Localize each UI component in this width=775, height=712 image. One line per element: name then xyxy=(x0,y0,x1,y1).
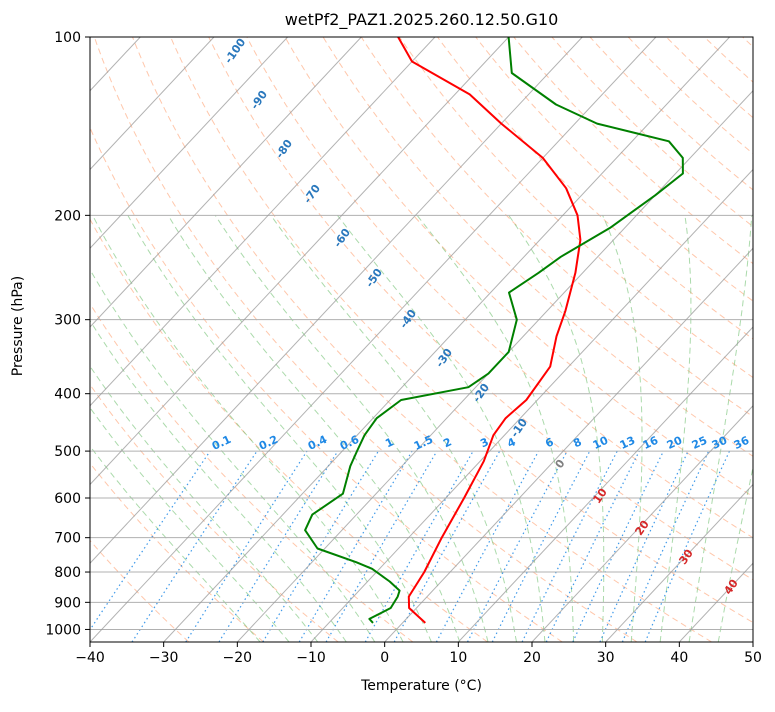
dry-adiabat-line xyxy=(438,37,775,642)
x-tick-label: −10 xyxy=(296,650,326,666)
mixing-ratio-line xyxy=(600,451,688,642)
mixing-ratio-line xyxy=(573,451,664,642)
x-axis-label: Temperature (°C) xyxy=(90,678,753,694)
x-tick-label: 50 xyxy=(744,650,762,666)
y-tick-label: 100 xyxy=(54,30,81,46)
mixing-ratio-line xyxy=(492,451,590,642)
y-tick-label: 200 xyxy=(54,208,81,224)
moist-adiabat-line xyxy=(61,215,374,642)
mixing-ratio-line xyxy=(263,451,379,642)
mixing-ratio-line xyxy=(186,451,307,642)
x-tick-label: 30 xyxy=(597,650,615,666)
moist-adiabat-line xyxy=(718,215,775,642)
isotherm-gridline xyxy=(0,37,214,642)
mixing-ratio-label: 1 xyxy=(383,435,395,450)
mixing-ratio-label: 0.2 xyxy=(257,433,280,453)
mixing-ratio-label: 16 xyxy=(641,434,661,452)
y-tick-label: 500 xyxy=(54,444,81,460)
mixing-ratio-label: 0.4 xyxy=(306,433,329,453)
mixing-ratio-line xyxy=(132,451,257,642)
isotherm-label: -70 xyxy=(301,182,323,206)
moist-adiabat-line xyxy=(0,215,289,642)
isotherm-gridline xyxy=(164,37,730,642)
y-tick-label: 1000 xyxy=(45,622,81,638)
mixing-ratio-line xyxy=(394,451,500,642)
isotherm-gridline xyxy=(385,37,775,642)
y-tick-label: 400 xyxy=(54,387,81,403)
warm-isotherm-label: 20 xyxy=(632,518,652,538)
moist-adiabat-line xyxy=(417,215,573,642)
mixing-ratio-line xyxy=(468,451,568,642)
dry-adiabat-line xyxy=(0,37,189,642)
dry-adiabat-line xyxy=(18,37,488,642)
isotherm-gridline xyxy=(0,37,361,642)
moist-adiabat-line xyxy=(660,215,691,642)
y-axis-label: Pressure (hPa) xyxy=(10,266,26,386)
isotherm-label: -80 xyxy=(273,137,295,161)
chart-title: wetPf2_PAZ1.2025.260.12.50.G10 xyxy=(90,10,753,29)
x-tick-label: −40 xyxy=(75,650,105,666)
y-tick-label: 900 xyxy=(54,595,81,611)
isotherm-gridline xyxy=(0,37,435,642)
x-tick-label: 10 xyxy=(449,650,467,666)
isotherm-label: -60 xyxy=(331,226,353,250)
mixing-ratio-label: 10 xyxy=(591,434,611,452)
mixing-ratio-label: 2 xyxy=(441,435,453,450)
y-tick-label: 300 xyxy=(54,313,81,329)
dry-adiabat-line xyxy=(133,37,712,642)
mixing-ratio-line xyxy=(645,451,729,642)
moist-adiabat-line xyxy=(93,215,404,642)
moist-adiabat-line xyxy=(168,215,460,642)
moist-adiabat-line xyxy=(271,215,517,642)
dry-adiabat-line xyxy=(0,37,338,642)
x-tick-label: 0 xyxy=(380,650,389,666)
y-tick-label: 600 xyxy=(54,491,81,507)
dry-adiabat-line xyxy=(0,37,413,642)
mixing-ratio-label: 1.5 xyxy=(412,433,435,453)
isotherm-gridline xyxy=(679,37,775,642)
isotherm-gridline xyxy=(0,37,288,642)
moist-adiabat-line xyxy=(0,215,260,642)
mixing-ratio-label: 13 xyxy=(618,434,637,452)
mixing-ratio-label: 25 xyxy=(690,434,709,452)
isotherm-label: -30 xyxy=(433,346,455,370)
moist-adiabat-line xyxy=(215,215,488,642)
x-tick-label: −20 xyxy=(223,650,253,666)
y-tick-label: 800 xyxy=(54,565,81,581)
x-tick-label: 40 xyxy=(670,650,688,666)
dry-adiabat-line xyxy=(704,37,775,642)
x-tick-label: −30 xyxy=(149,650,179,666)
moist-adiabat-line xyxy=(689,215,752,642)
dry-adiabat-line xyxy=(323,37,775,642)
mixing-ratio-label: 6 xyxy=(543,435,556,450)
isotherm-gridline xyxy=(0,37,509,642)
mixing-ratio-label: 8 xyxy=(571,435,583,450)
plot-frame xyxy=(90,37,753,642)
isotherm-label: -100 xyxy=(222,36,249,66)
dry-adiabat-line xyxy=(743,37,775,642)
x-tick-label: 20 xyxy=(523,650,541,666)
isotherm-gridline xyxy=(90,37,656,642)
mixing-ratio-label: 36 xyxy=(732,434,752,452)
zero-isotherm-label: 0 xyxy=(553,457,568,471)
mixing-ratio-label: 0.1 xyxy=(210,433,233,453)
isotherm-gridline xyxy=(753,37,775,642)
isotherm-gridline xyxy=(16,37,582,642)
moist-adiabat-line xyxy=(603,215,642,642)
dewpoint-profile-line xyxy=(305,37,683,623)
isotherm-label: -90 xyxy=(248,88,270,112)
y-tick-label: 700 xyxy=(54,531,81,547)
warm-isotherm-label: 10 xyxy=(590,486,610,506)
mixing-ratio-line xyxy=(436,451,538,642)
dry-adiabat-line xyxy=(285,37,775,642)
